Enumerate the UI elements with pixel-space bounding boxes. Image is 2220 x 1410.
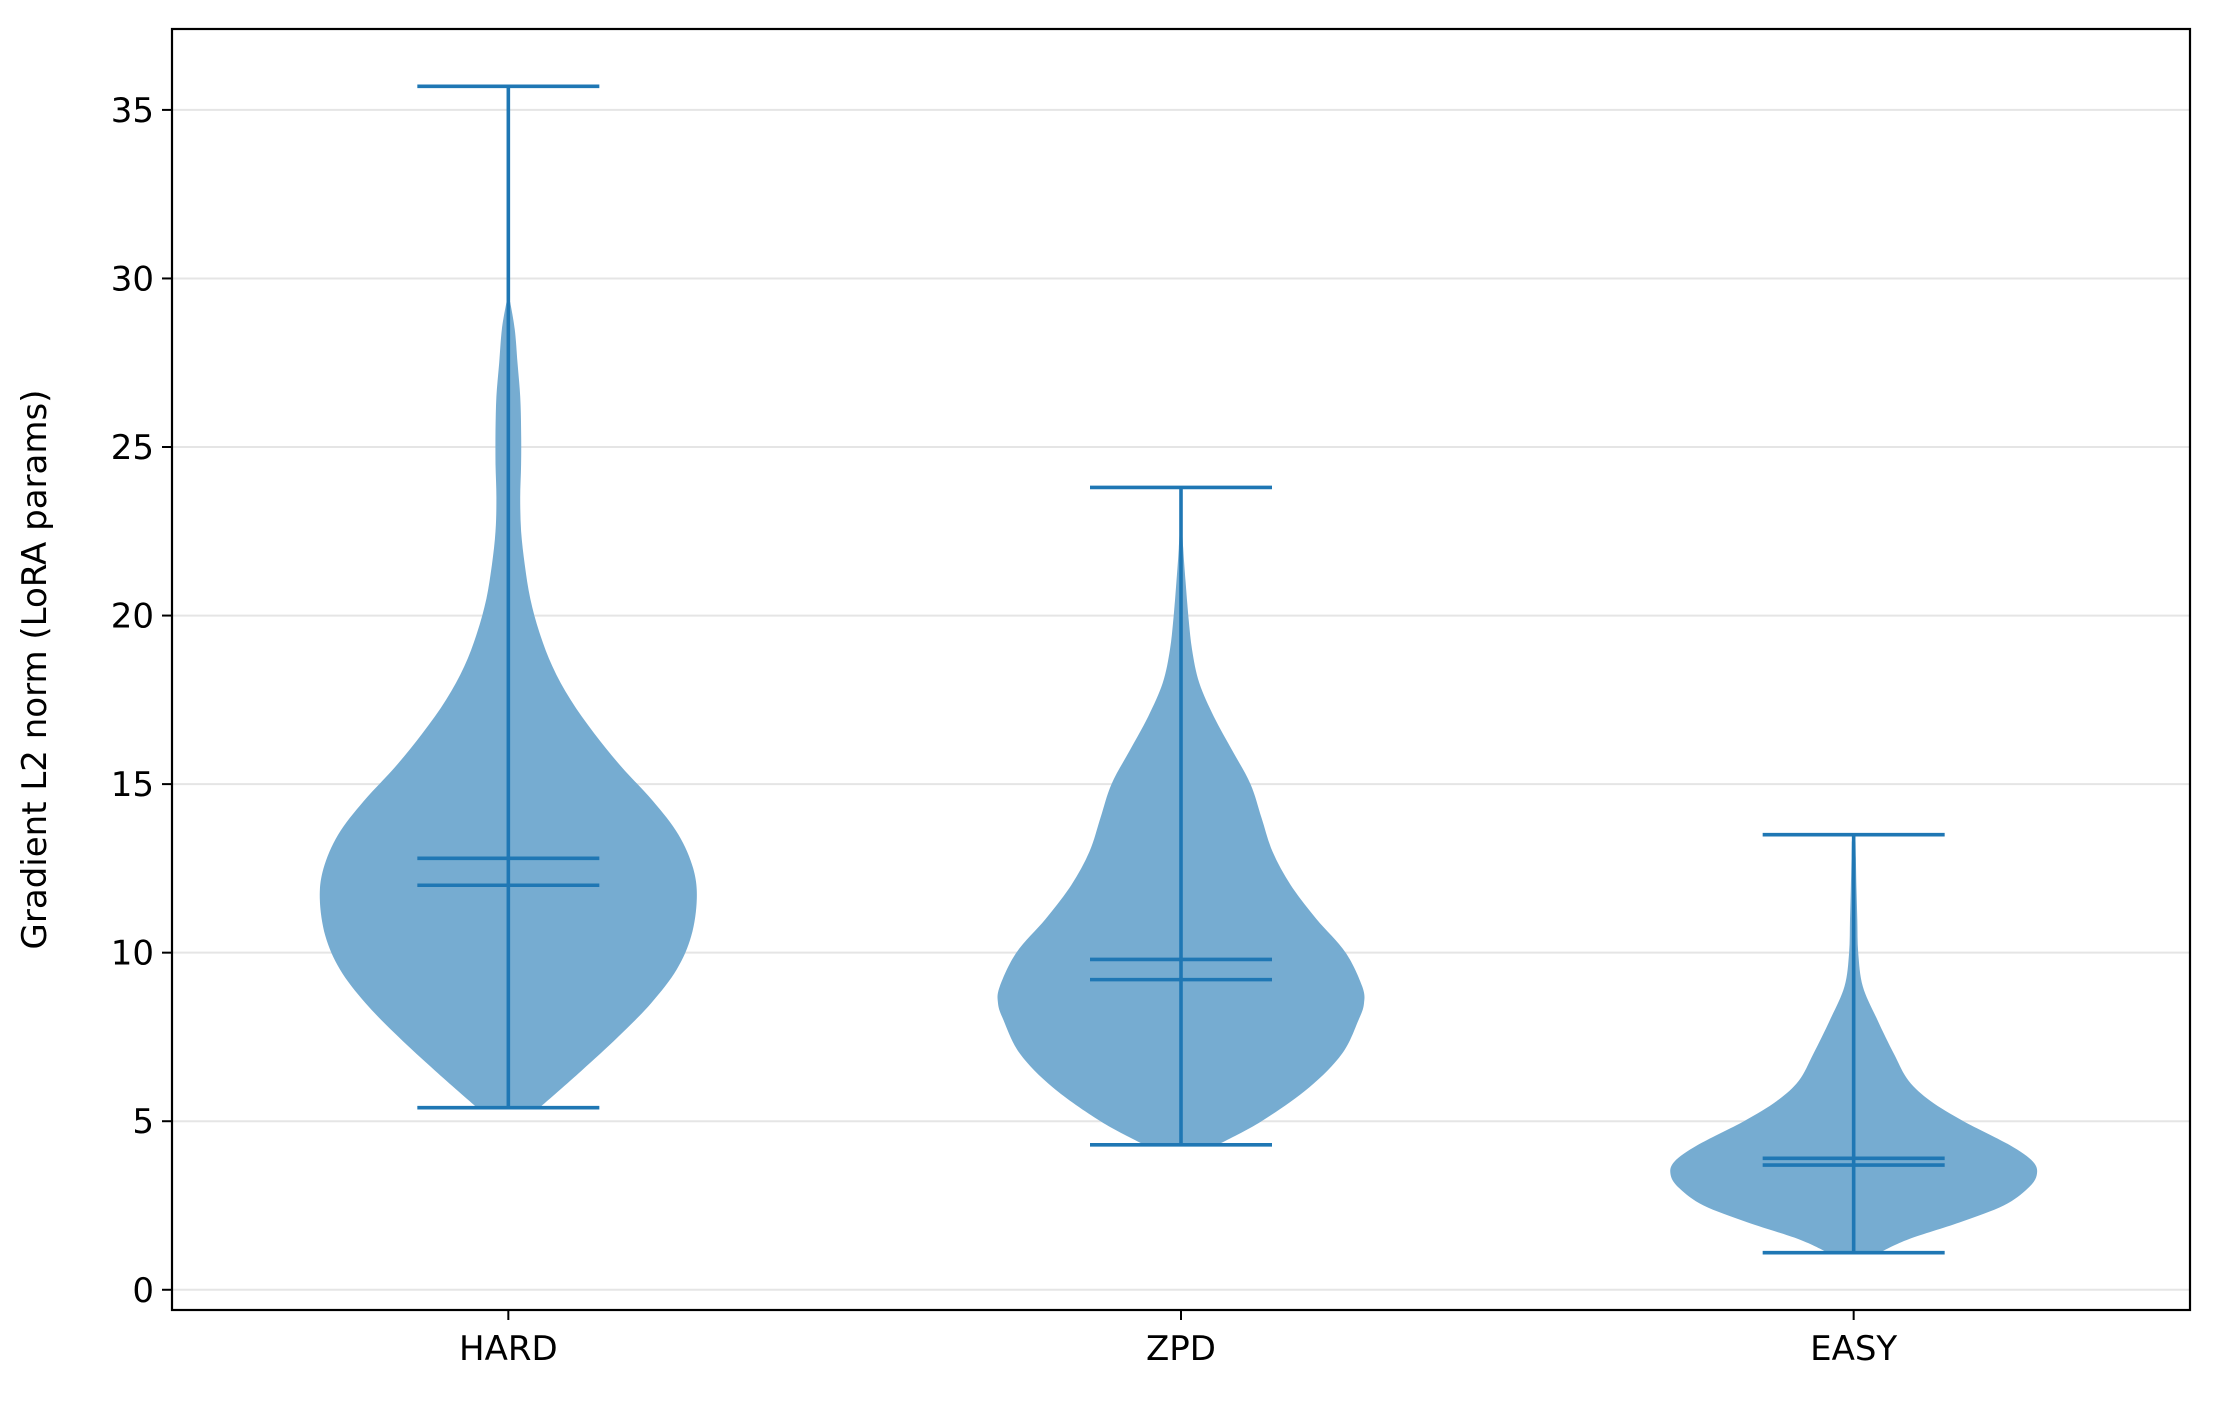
x-axis-ticks: HARD ZPD EASY xyxy=(459,1310,1897,1369)
y-tick-label: 30 xyxy=(111,259,154,299)
y-tick-label: 35 xyxy=(111,91,154,131)
y-tick-label: 25 xyxy=(111,428,154,468)
y-axis-label: Gradient L2 norm (LoRA params) xyxy=(15,390,55,950)
violin-statistic-lines xyxy=(417,84,1945,1255)
y-tick-label: 10 xyxy=(111,934,154,974)
y-tick-label: 15 xyxy=(111,765,154,805)
y-axis-ticks: 0 5 10 15 20 25 30 35 xyxy=(111,91,172,1311)
x-tick-label: EASY xyxy=(1810,1329,1897,1369)
y-tick-label: 5 xyxy=(132,1102,154,1142)
violin-bodies xyxy=(319,302,2038,1253)
x-tick-label: HARD xyxy=(459,1329,558,1369)
y-tick-label: 0 xyxy=(132,1271,154,1311)
y-tick-label: 20 xyxy=(111,597,154,637)
x-tick-label: ZPD xyxy=(1146,1329,1216,1369)
